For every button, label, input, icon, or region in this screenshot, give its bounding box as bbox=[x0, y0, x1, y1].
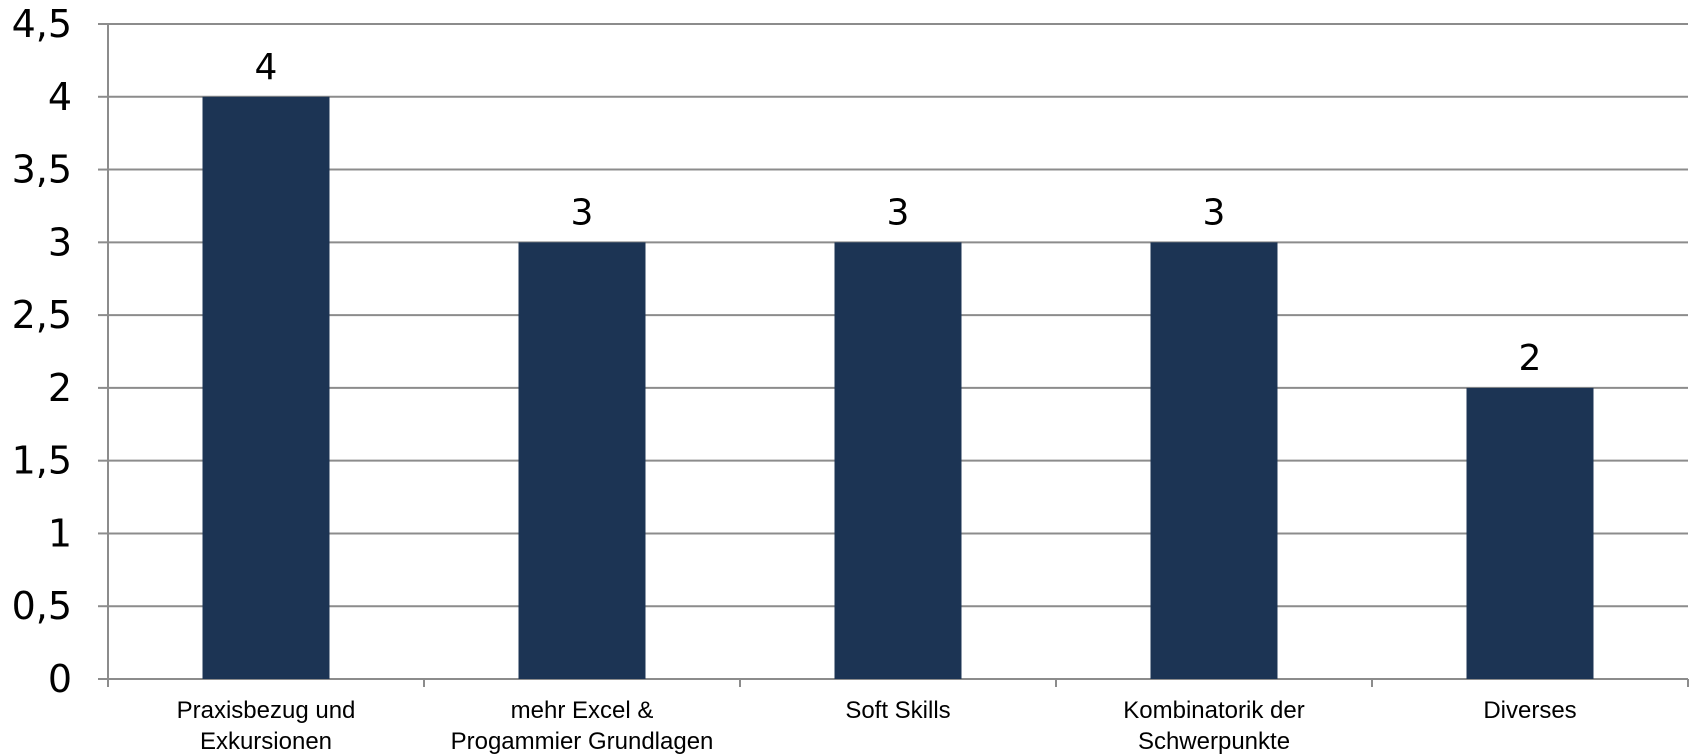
y-tick-label: 2,5 bbox=[12, 293, 72, 337]
data-label: 2 bbox=[1519, 338, 1542, 379]
data-label: 4 bbox=[255, 47, 278, 88]
y-tick-label: 2 bbox=[48, 366, 72, 410]
data-label: 3 bbox=[1203, 192, 1226, 233]
bar bbox=[834, 242, 962, 680]
y-tick-label: 3 bbox=[48, 220, 72, 264]
bar bbox=[1466, 387, 1594, 679]
bar bbox=[518, 242, 646, 680]
y-tick-label: 4,5 bbox=[12, 2, 72, 46]
y-tick-label: 4 bbox=[48, 75, 72, 119]
x-category-label: Kombinatorik der bbox=[1123, 697, 1304, 724]
y-tick-label: 0,5 bbox=[12, 584, 72, 628]
data-label: 3 bbox=[571, 192, 594, 233]
x-category-label: Praxisbezug und bbox=[177, 697, 356, 724]
bar bbox=[1150, 242, 1278, 680]
x-category-label: Progammier Grundlagen bbox=[451, 728, 714, 755]
y-tick-label: 1,5 bbox=[12, 439, 72, 483]
bar bbox=[202, 96, 330, 680]
y-tick-label: 1 bbox=[48, 511, 72, 555]
x-category-label: mehr Excel & bbox=[511, 697, 654, 724]
y-tick-label: 0 bbox=[48, 657, 72, 701]
x-category-label: Soft Skills bbox=[845, 697, 950, 724]
data-label: 3 bbox=[887, 192, 910, 233]
x-category-label: Exkursionen bbox=[200, 728, 332, 755]
y-tick-label: 3,5 bbox=[12, 148, 72, 192]
x-category-label: Schwerpunkte bbox=[1138, 728, 1290, 755]
x-category-label: Diverses bbox=[1483, 697, 1576, 724]
